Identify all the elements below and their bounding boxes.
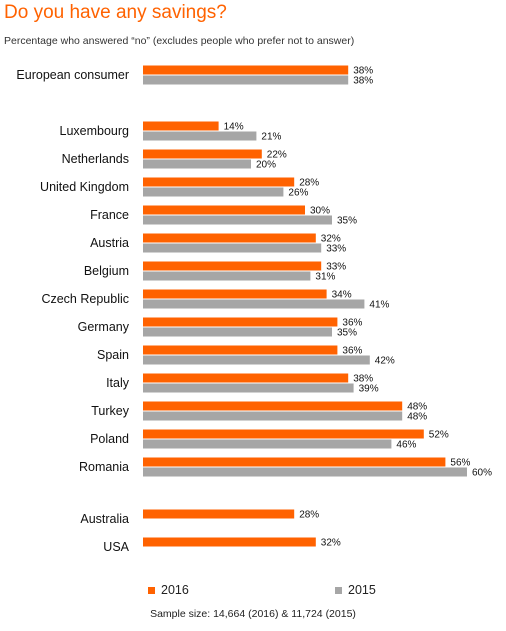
value-label-2015-germany: 35%	[337, 328, 357, 339]
footnote: Sample size: 14,664 (2016) & 11,724 (201…	[150, 608, 356, 620]
bar-2015-czech-republic	[143, 299, 365, 309]
bar-2015-poland	[143, 439, 392, 449]
value-label-2015-romania: 60%	[472, 468, 492, 479]
category-label-australia: Australia	[80, 512, 129, 526]
value-label-2015-italy: 39%	[359, 384, 379, 395]
chart-title: Do you have any savings?	[4, 2, 227, 23]
category-label-italy: Italy	[106, 376, 130, 390]
value-label-2015-belgium: 31%	[315, 272, 335, 283]
value-label-2016-romania: 56%	[450, 458, 470, 469]
value-label-2015-poland: 46%	[396, 440, 416, 451]
bar-2015-belgium	[143, 271, 311, 281]
value-label-2016-luxembourg: 14%	[224, 122, 244, 133]
bar-2016-france	[143, 205, 305, 215]
value-label-2015-spain: 42%	[375, 356, 395, 367]
bar-2016-spain	[143, 345, 338, 355]
bar-2016-belgium	[143, 261, 322, 271]
legend-swatch-2016	[148, 586, 155, 594]
category-label-usa: USA	[103, 540, 129, 554]
chart-subtitle: Percentage who answered “no” (excludes p…	[4, 35, 355, 47]
value-label-2016-turkey: 48%	[407, 402, 427, 413]
bar-2015-romania	[143, 467, 467, 477]
bar-2016-netherlands	[143, 149, 262, 159]
value-label-2016-germany: 36%	[342, 318, 362, 329]
legend-label-2015: 2015	[348, 583, 376, 597]
bar-chart: European consumer 38%38%Luxembourg 14%21%N…	[16, 65, 492, 554]
bar-2016-germany	[143, 317, 338, 327]
value-label-2016-czech-republic: 34%	[332, 290, 352, 301]
legend-item-2016: 2016	[148, 583, 189, 597]
value-label-2016-spain: 36%	[342, 346, 362, 357]
bar-2015-luxembourg	[143, 131, 257, 141]
bar-2016-czech-republic	[143, 289, 327, 299]
value-label-2016-netherlands: 22%	[267, 150, 287, 161]
value-label-2016-belgium: 33%	[326, 262, 346, 273]
legend-item-2015: 2015	[335, 583, 376, 597]
bar-2015-austria	[143, 243, 322, 253]
category-label-romania: Romania	[79, 460, 129, 474]
category-label-luxembourg: Luxembourg	[60, 124, 130, 138]
bar-2016-poland	[143, 429, 424, 439]
bar-2015-united-kingdom	[143, 187, 284, 197]
value-label-2016-usa: 32%	[321, 538, 341, 549]
value-label-2015-austria: 33%	[326, 244, 346, 255]
bar-2016-italy	[143, 373, 349, 383]
bar-2015-european-consumer	[143, 75, 349, 85]
bar-2016-luxembourg	[143, 121, 219, 131]
value-label-2016-poland: 52%	[429, 430, 449, 441]
category-label-germany: Germany	[78, 320, 130, 334]
category-label-netherlands: Netherlands	[62, 152, 129, 166]
value-label-2016-italy: 38%	[353, 374, 373, 385]
category-label-france: France	[90, 208, 129, 222]
category-label-poland: Poland	[90, 432, 129, 446]
category-label-turkey: Turkey	[91, 404, 129, 418]
value-label-2015-united-kingdom: 26%	[288, 188, 308, 199]
bar-2016-austria	[143, 233, 316, 243]
bar-2016-united-kingdom	[143, 177, 295, 187]
category-label-united-kingdom: United Kingdom	[40, 180, 129, 194]
bar-2015-netherlands	[143, 159, 251, 169]
value-label-2015-netherlands: 20%	[256, 160, 276, 171]
category-label-belgium: Belgium	[84, 264, 129, 278]
value-label-2016-austria: 32%	[321, 234, 341, 245]
bar-2016-turkey	[143, 401, 403, 411]
value-label-2015-european-consumer: 38%	[353, 76, 373, 87]
bar-2016-romania	[143, 457, 446, 467]
value-label-2016-australia: 28%	[299, 510, 319, 521]
bar-2015-germany	[143, 327, 332, 337]
bar-2015-italy	[143, 383, 354, 393]
bar-2016-european-consumer	[143, 65, 349, 75]
legend-swatch-2015	[335, 586, 342, 594]
value-label-2015-czech-republic: 41%	[369, 300, 389, 311]
value-label-2015-turkey: 48%	[407, 412, 427, 423]
value-label-2016-france: 30%	[310, 206, 330, 217]
value-label-2016-european-consumer: 38%	[353, 66, 373, 77]
category-label-austria: Austria	[90, 236, 129, 250]
category-label-czech-republic: Czech Republic	[41, 292, 129, 306]
value-label-2015-luxembourg: 21%	[261, 132, 281, 143]
category-label-spain: Spain	[97, 348, 129, 362]
value-label-2016-united-kingdom: 28%	[299, 178, 319, 189]
bar-2015-france	[143, 215, 332, 225]
bar-2016-australia	[143, 509, 295, 519]
value-label-2015-france: 35%	[337, 216, 357, 227]
category-label-european-consumer: European consumer	[16, 68, 129, 82]
legend-label-2016: 2016	[161, 583, 189, 597]
bar-2015-turkey	[143, 411, 403, 421]
bar-2015-spain	[143, 355, 370, 365]
bar-2016-usa	[143, 537, 316, 547]
